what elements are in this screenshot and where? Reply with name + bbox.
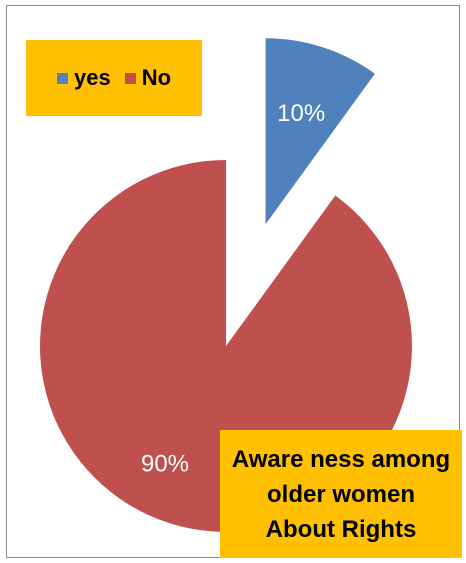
chart-title-line-3: About Rights — [265, 515, 417, 543]
data-label-yes: 10% — [277, 100, 325, 127]
legend-swatch-yes — [56, 72, 68, 84]
chart-title-line-2: older women — [266, 480, 416, 508]
legend: yes No — [26, 40, 202, 116]
pie-slice-yes — [265, 38, 375, 225]
legend-label-no: No — [141, 65, 172, 90]
chart-title: Aware ness among older women About Right… — [220, 430, 462, 558]
legend-swatch-no — [124, 72, 136, 84]
data-label-no: 90% — [141, 450, 189, 477]
legend-entry-no: No — [124, 65, 172, 91]
chart-title-line-1: Aware ness among — [231, 445, 451, 473]
legend-label-yes: yes — [73, 65, 111, 90]
legend-entry-yes: yes — [56, 65, 111, 91]
